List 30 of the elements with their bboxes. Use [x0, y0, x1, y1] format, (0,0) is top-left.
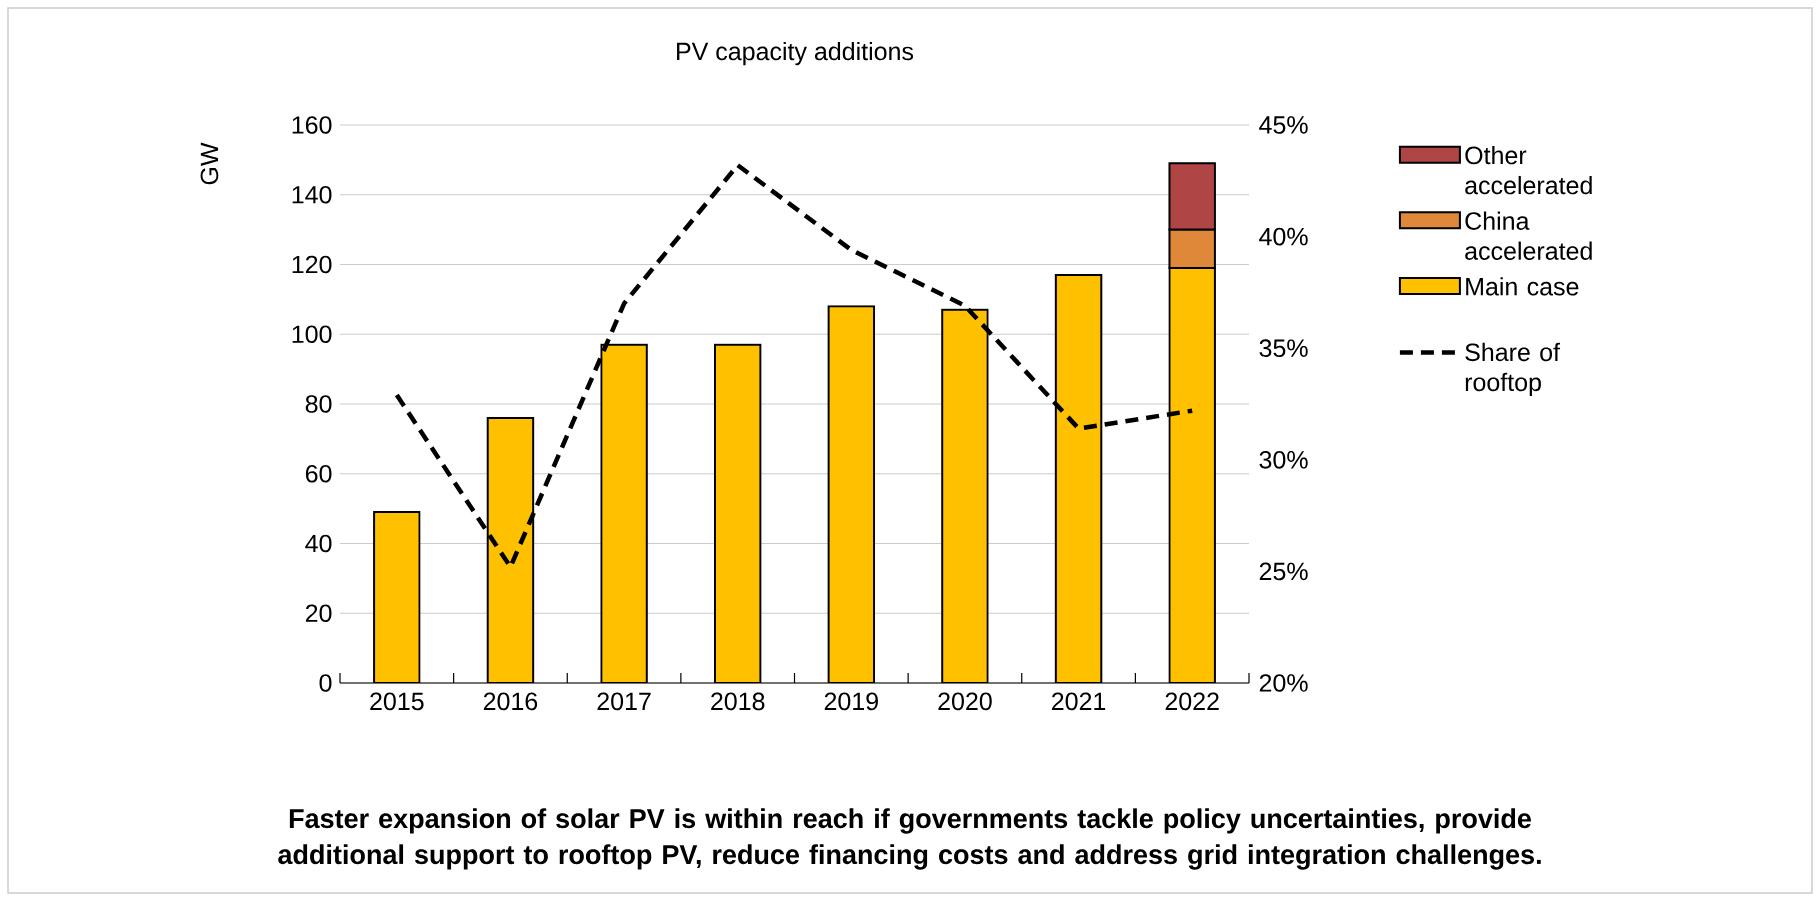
legend-label: China accelerated [1465, 211, 1592, 260]
x-tick-label: 2016 [483, 692, 538, 711]
y-axis-title: GW [200, 142, 219, 185]
x-tick-label: 2020 [938, 692, 992, 711]
y-tick-label: 60 [305, 464, 332, 483]
y2-tick-label: 40% [1259, 227, 1308, 246]
x-tick-label: 2018 [711, 692, 765, 711]
y-tick-label: 120 [292, 255, 332, 274]
text: Faster expansion of solar PV is within reach if governments tackle policy uncertainties, provide additional support to rooftop PV, reduce financing costs and address grid integration challenges. [278, 808, 1541, 870]
y2-tick-label: 25% [1259, 562, 1308, 581]
y-tick-label: 0 [319, 674, 332, 692]
y-tick-label: 160 [292, 116, 332, 134]
x-tick-label: 2021 [1052, 692, 1106, 711]
y-tick-label: 20 [305, 604, 332, 623]
x-tick-label: 2022 [1165, 692, 1219, 711]
legend-label: Main case [1466, 277, 1579, 296]
x-tick-label: 2017 [597, 692, 651, 711]
y-tick-label: 140 [292, 185, 332, 204]
x-tick-label: 2019 [824, 692, 878, 711]
y2-tick-label: 20% [1259, 674, 1308, 692]
y2-tick-label: 35% [1259, 339, 1308, 358]
y-tick-label: 40 [305, 534, 332, 553]
y-tick-label: 80 [305, 395, 332, 413]
x-tick-label: 2015 [370, 692, 424, 711]
legend-label: Share of rooftop [1465, 342, 1561, 397]
chart-title: PV capacity additions [677, 41, 914, 66]
y2-tick-label: 45% [1259, 116, 1308, 134]
y-tick-label: 100 [292, 325, 332, 344]
legend-label: Other accelerated [1465, 145, 1592, 195]
y2-tick-label: 30% [1259, 450, 1308, 469]
